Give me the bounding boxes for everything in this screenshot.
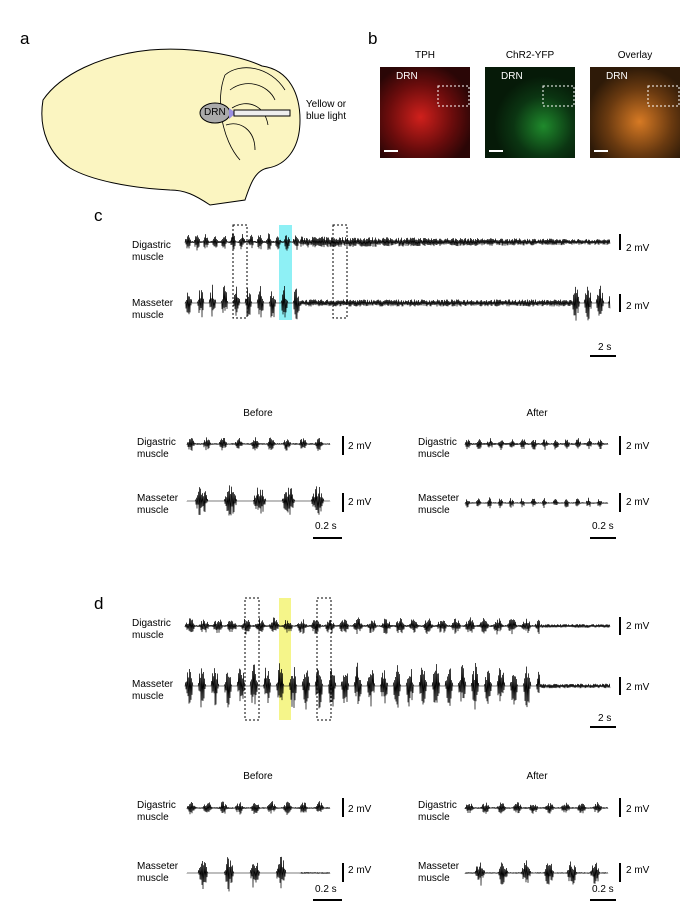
muscle-label: Masseter muscle: [418, 861, 460, 884]
muscle-label: Masseter muscle: [418, 493, 460, 516]
emg-trace: [464, 497, 609, 509]
light-label: Yellow or blue light: [305, 99, 347, 122]
muscle-label: Masseter muscle: [132, 298, 174, 321]
image-title: Overlay: [617, 50, 653, 61]
scale-bars: [313, 234, 621, 901]
emg-trace: [186, 485, 331, 516]
micrograph-chr2: [485, 67, 575, 158]
panel-label: c: [94, 206, 103, 225]
muscle-label: Digastric muscle: [132, 240, 171, 263]
emg-trace: [184, 284, 611, 321]
muscle-label: Masseter muscle: [137, 493, 179, 516]
panel-label: a: [20, 29, 30, 48]
region-label: DRN: [396, 71, 418, 82]
inset-title: Before: [243, 408, 273, 419]
voltage-scale: 2 mV: [626, 621, 650, 632]
emg-trace: [184, 662, 611, 710]
emg-trace: [186, 856, 331, 892]
voltage-scale: 2 mV: [626, 682, 650, 693]
inset-title: After: [526, 408, 548, 419]
analysis-windows: [232, 224, 348, 721]
voltage-scale: 2 mV: [348, 497, 372, 508]
muscle-label: Digastric muscle: [418, 437, 457, 460]
image-title: TPH: [415, 50, 435, 61]
emg-trace: [184, 617, 611, 635]
emg-trace: [464, 802, 609, 814]
inset-title: After: [526, 771, 548, 782]
voltage-scale: 2 mV: [626, 441, 650, 452]
time-scale: 0.2 s: [592, 884, 614, 895]
voltage-scale: 2 mV: [626, 865, 650, 876]
time-scale: 0.2 s: [592, 521, 614, 532]
voltage-scale: 2 mV: [348, 865, 372, 876]
emg-trace: [464, 860, 609, 886]
region-label: DRN: [606, 71, 628, 82]
muscle-label: Digastric muscle: [418, 800, 457, 823]
time-scale: 2 s: [598, 713, 612, 724]
time-scale: 0.2 s: [315, 884, 337, 895]
voltage-scale: 2 mV: [626, 301, 650, 312]
voltage-scale: 2 mV: [348, 441, 372, 452]
emg-trace: [464, 438, 609, 451]
time-scale: 2 s: [598, 342, 612, 353]
micrograph-tph: [380, 67, 470, 158]
brain-diagram: [41, 48, 301, 206]
voltage-scale: 2 mV: [626, 497, 650, 508]
image-title: ChR2-YFP: [505, 50, 555, 61]
muscle-label: Digastric muscle: [137, 800, 176, 823]
emg-trace: [184, 233, 611, 251]
region-label: DRN: [501, 71, 523, 82]
inset-boxes: [437, 85, 680, 107]
voltage-scale: 2 mV: [626, 804, 650, 815]
emg-trace: [186, 437, 331, 451]
muscle-label: Masseter muscle: [132, 679, 174, 702]
time-scale: 0.2 s: [315, 521, 337, 532]
inset-title: Before: [243, 771, 273, 782]
panel-label: b: [368, 29, 378, 48]
micrograph-overlay: [590, 67, 680, 158]
muscle-label: Masseter muscle: [137, 861, 179, 884]
muscle-label: Digastric muscle: [132, 618, 171, 641]
voltage-scale: 2 mV: [348, 804, 372, 815]
region-label: DRN: [204, 107, 226, 118]
emg-trace: [186, 801, 331, 815]
emg-traces: [184, 233, 611, 892]
voltage-scale: 2 mV: [626, 243, 650, 254]
muscle-label: Digastric muscle: [137, 437, 176, 460]
yellow-light-period: [279, 598, 291, 720]
panel-label: d: [94, 594, 104, 613]
